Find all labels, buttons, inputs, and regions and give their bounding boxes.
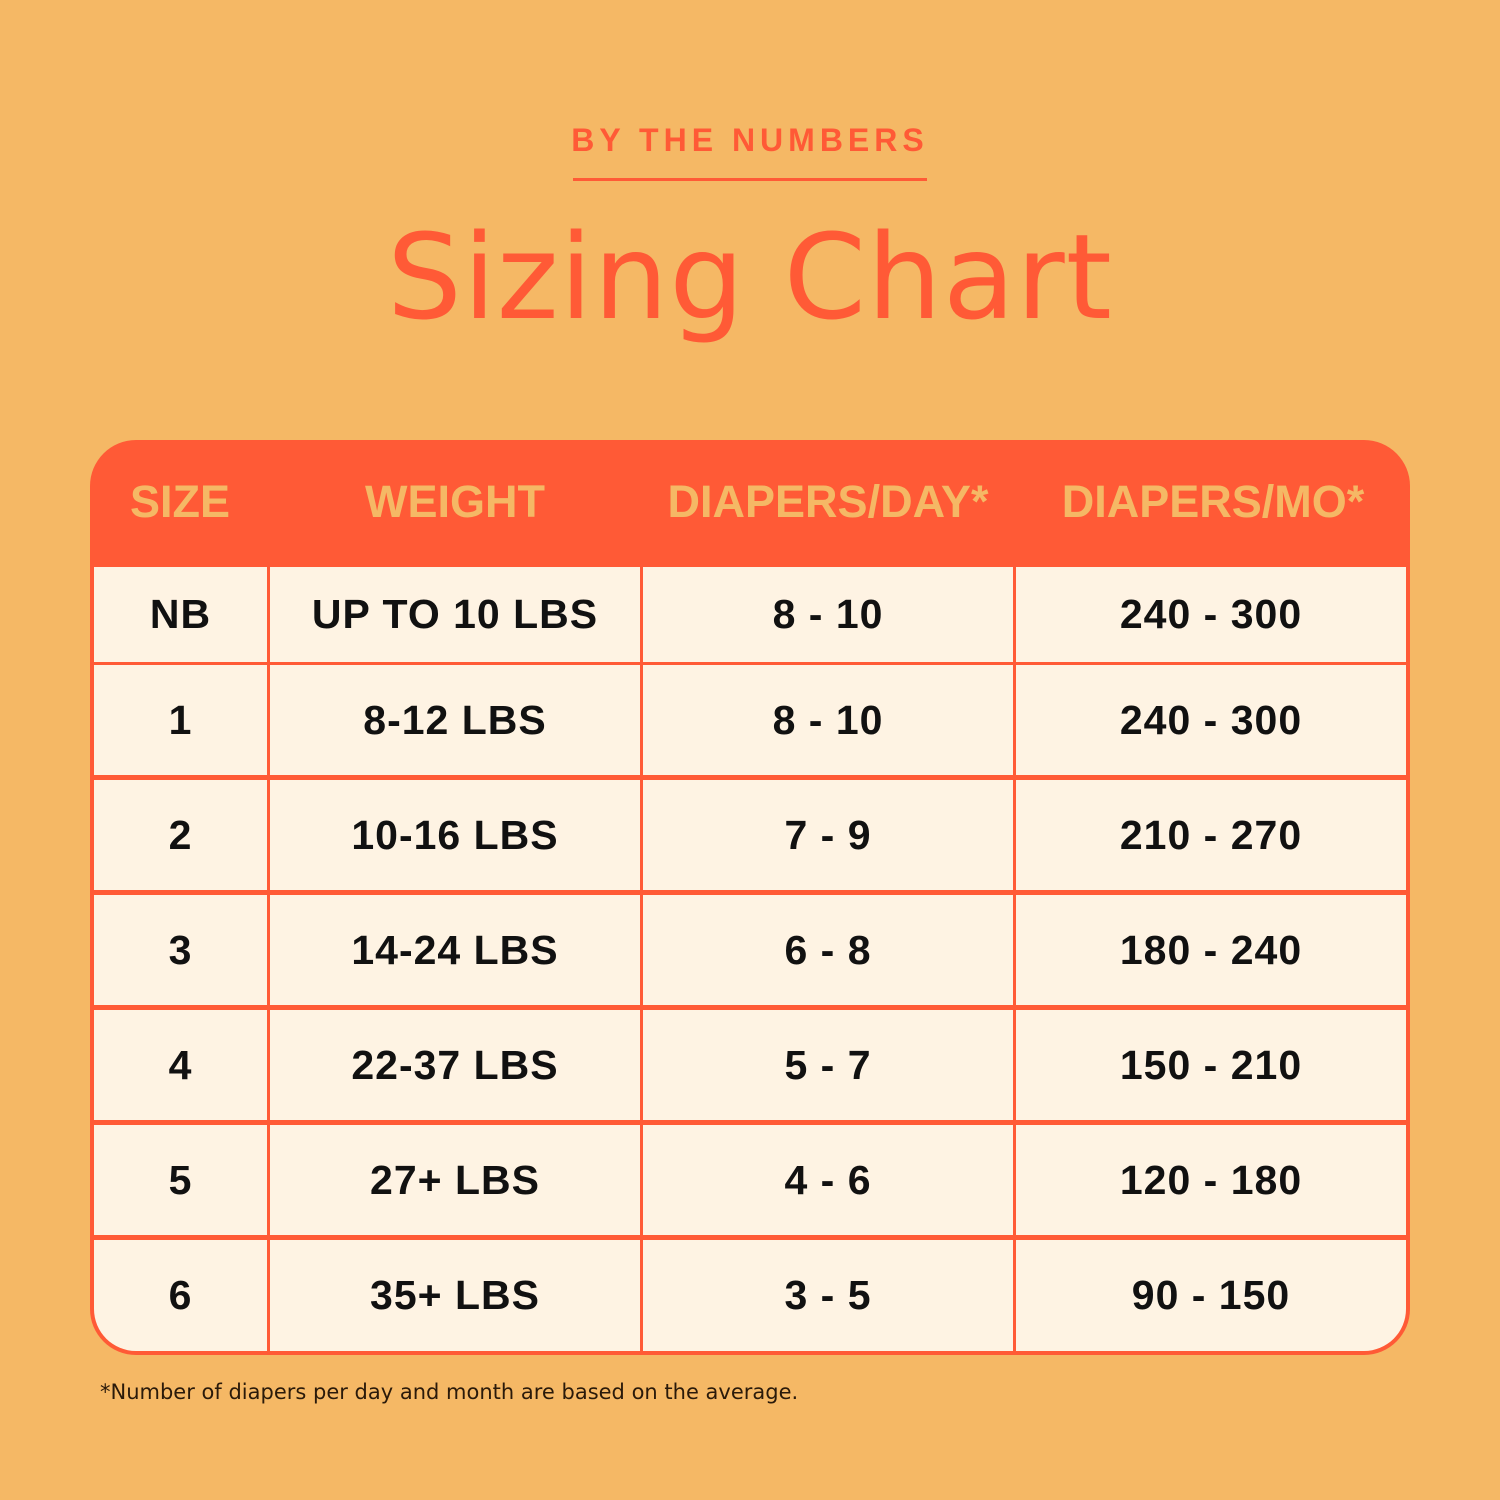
footnote: *Number of diapers per day and month are…	[100, 1380, 799, 1404]
table-cell: UP TO 10 LBS	[270, 567, 640, 662]
table-cell: 2	[94, 780, 267, 890]
table-cell: 7 - 9	[643, 780, 1013, 890]
table-cell: 90 - 150	[1016, 1240, 1406, 1351]
table-cell: 6 - 8	[643, 895, 1013, 1005]
table-cell: 240 - 300	[1016, 665, 1406, 775]
table-cell: 180 - 240	[1016, 895, 1406, 1005]
column-header: WEIGHT	[365, 475, 545, 527]
eyebrow-label: BY THE NUMBERS	[571, 122, 929, 158]
table-cell: 1	[94, 665, 267, 775]
table-cell: 8 - 10	[643, 567, 1013, 662]
table-cell: 6	[94, 1240, 267, 1351]
table-cell: 240 - 300	[1016, 567, 1406, 662]
page-title: Sizing Chart	[387, 208, 1113, 346]
table-cell: 5 - 7	[643, 1010, 1013, 1120]
sizing-table: SIZE WEIGHT DIAPERS/DAY* DIAPERS/MO* NB UP TO…	[90, 440, 1410, 1355]
table-cell: 3	[94, 895, 267, 1005]
table-cell: 120 - 180	[1016, 1125, 1406, 1235]
table-cell: 150 - 210	[1016, 1010, 1406, 1120]
table-cell: 27+ LBS	[270, 1125, 640, 1235]
table-cell: 22-37 LBS	[270, 1010, 640, 1120]
table-cell: 3 - 5	[643, 1240, 1013, 1351]
table-cell: 5	[94, 1125, 267, 1235]
table-cell: 35+ LBS	[270, 1240, 640, 1351]
column-header: DIAPERS/MO*	[1061, 475, 1365, 527]
eyebrow-underline	[573, 178, 927, 181]
column-header: DIAPERS/DAY*	[667, 475, 989, 527]
table-cell: 4	[94, 1010, 267, 1120]
table-cell: 210 - 270	[1016, 780, 1406, 890]
table-cell: 4 - 6	[643, 1125, 1013, 1235]
column-header: SIZE	[129, 475, 231, 527]
table-cell: 14-24 LBS	[270, 895, 640, 1005]
table-cell: 8-12 LBS	[270, 665, 640, 775]
table-cell: 10-16 LBS	[270, 780, 640, 890]
table-cell: NB	[94, 567, 267, 662]
table-cell: 8 - 10	[643, 665, 1013, 775]
